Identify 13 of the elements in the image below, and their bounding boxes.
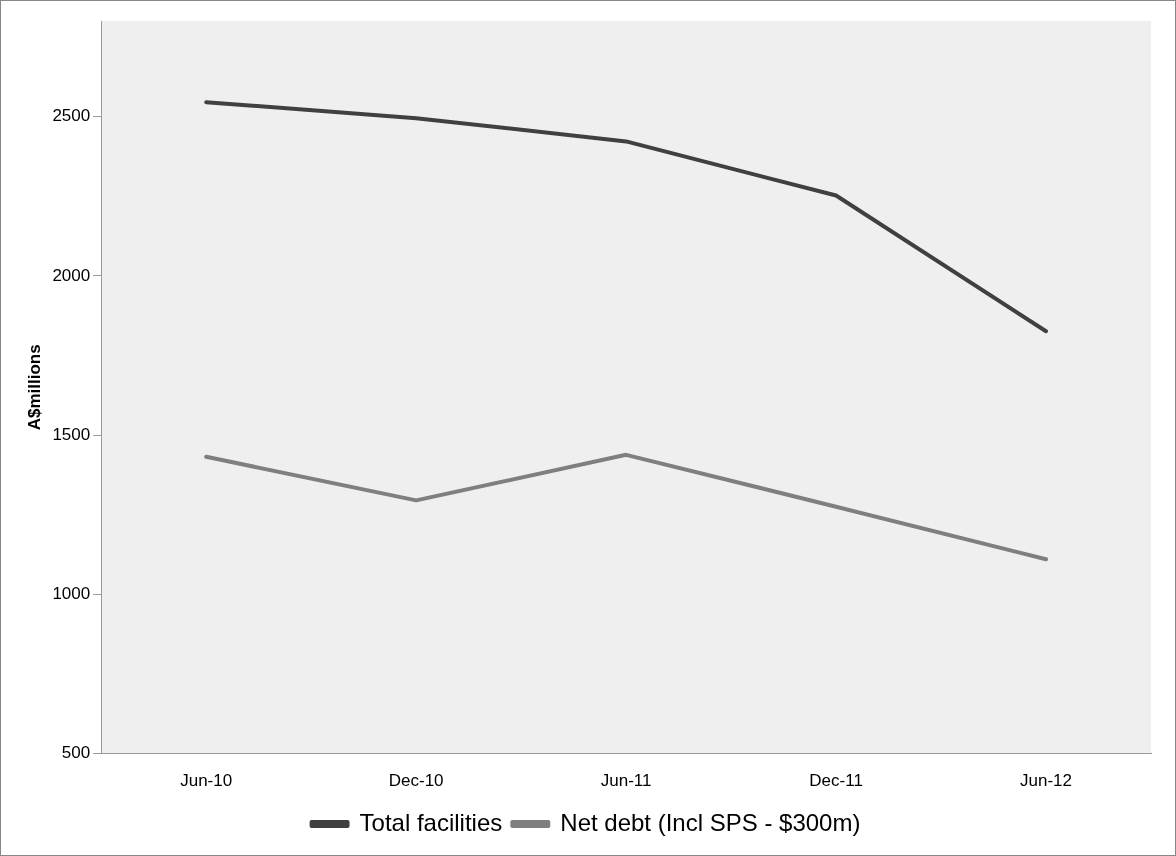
- x-tick-label: Jun-12: [1020, 771, 1073, 791]
- x-tick-label: Jun-11: [600, 771, 652, 791]
- y-axis-title: A$millions: [24, 344, 44, 431]
- x-tick-label: Jun-10: [180, 771, 233, 791]
- y-tick-label: 1000: [52, 584, 91, 604]
- x-tick-label: Dec-11: [809, 771, 863, 791]
- y-tick-label: 2000: [52, 265, 91, 285]
- x-tick-label: Dec-10: [388, 771, 444, 791]
- legend-label: Total facilities: [359, 808, 503, 836]
- y-tick-label: 2500: [52, 106, 91, 126]
- y-tick-label: 1500: [52, 424, 91, 444]
- legend-label: Net debt (Incl SPS - $300m): [560, 808, 861, 836]
- y-tick-label: 500: [61, 743, 91, 763]
